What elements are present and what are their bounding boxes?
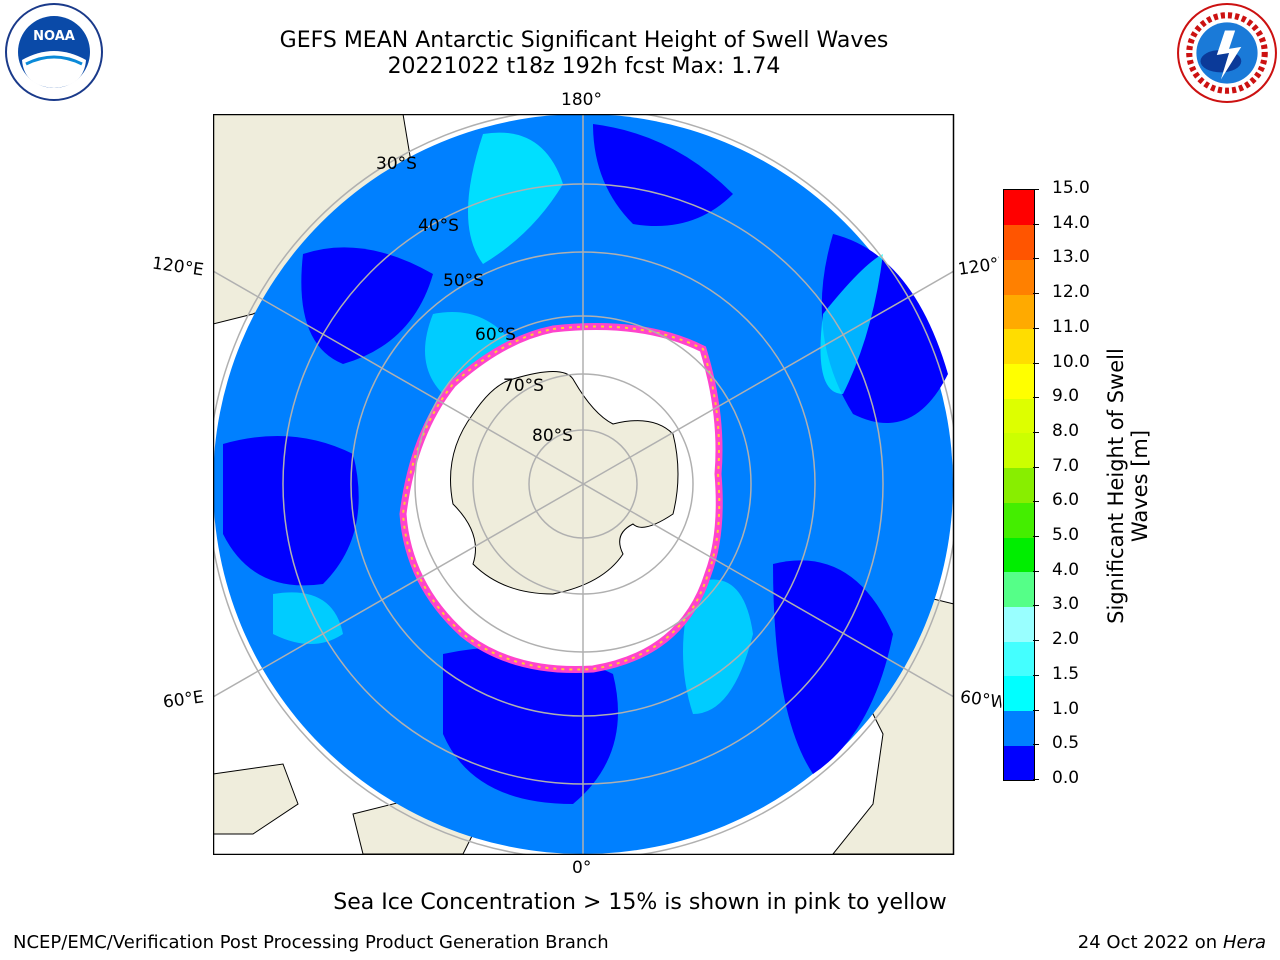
colorbar-tick-label: 0.5 xyxy=(1052,733,1080,754)
lon-label-180: 180° xyxy=(561,90,602,110)
colorbar-tick-label: 8.0 xyxy=(1052,420,1080,441)
footer-credit: NCEP/EMC/Verification Post Processing Pr… xyxy=(13,932,609,953)
colorbar-ticks: 15.0 14.0 13.0 12.0 11.0 10.0 9.0 8.0 7.0 6.0 5.0 4… xyxy=(1033,178,1096,788)
footer-date: 24 Oct 2022 on Hera xyxy=(1078,932,1266,953)
colorbar-band xyxy=(1004,710,1034,746)
chart-title-line1: GEFS MEAN Antarctic Significant Height o… xyxy=(279,28,889,53)
land-madagascar xyxy=(213,763,299,835)
lon-label-60w: 60°W xyxy=(958,687,1004,713)
low-swell-area-6 xyxy=(593,124,733,226)
colorbar-tick-label: 2.0 xyxy=(1052,629,1080,650)
colorbar-tick-label: 5.0 xyxy=(1052,525,1080,546)
colorbar-band xyxy=(1004,224,1034,260)
colorbar-tick-label: 0.0 xyxy=(1052,768,1080,788)
swell-patch-4 xyxy=(683,579,753,714)
colorbar-tick-label: 14.0 xyxy=(1052,212,1090,233)
polar-map: 30°S 40°S 50°S 60°S 70°S 80°S xyxy=(213,114,955,855)
colorbar-tick-label: 13.0 xyxy=(1052,247,1090,268)
colorbar-tick-mark xyxy=(1033,293,1039,295)
colorbar-band xyxy=(1004,328,1034,365)
colorbar-label-line2: Waves [m] xyxy=(1128,429,1152,543)
colorbar-label-line1: Significant Height of Swell xyxy=(1104,348,1128,624)
colorbar-tick-mark xyxy=(1033,744,1039,746)
colorbar-tick-label: 9.0 xyxy=(1052,386,1080,407)
noaa-logo: NOAA xyxy=(5,3,103,101)
colorbar-band xyxy=(1004,502,1034,538)
colorbar-tick-mark xyxy=(1033,605,1039,607)
colorbar-tick-label: 11.0 xyxy=(1052,316,1090,337)
colorbar-tick-label: 6.0 xyxy=(1052,490,1080,511)
lat-label-40s: 40°S xyxy=(418,216,459,236)
nws-logo xyxy=(1177,3,1277,103)
colorbar-tick-mark xyxy=(1033,536,1039,538)
colorbar-tick-mark xyxy=(1033,431,1039,433)
colorbar-tick-label: 1.5 xyxy=(1052,663,1080,684)
graticule xyxy=(213,114,954,854)
colorbar-band xyxy=(1004,641,1034,677)
colorbar-tick-mark xyxy=(1033,709,1039,711)
colorbar-tick-label: 15.0 xyxy=(1052,178,1090,198)
map-frame xyxy=(213,114,955,855)
colorbar-tick-label: 3.0 xyxy=(1052,594,1080,615)
colorbar-band xyxy=(1004,398,1034,434)
colorbar-tick-mark xyxy=(1033,570,1039,572)
colorbar-band xyxy=(1004,675,1034,712)
colorbar-tick-label: 4.0 xyxy=(1052,559,1080,580)
lon-label-60e: 60°E xyxy=(161,687,206,713)
low-swell-area-4 xyxy=(443,647,618,804)
lon-label-0: 0° xyxy=(572,858,592,878)
lon-label-120w: 120°W xyxy=(956,254,1002,280)
colorbar-tick-mark xyxy=(1033,189,1039,190)
swell-patch-2 xyxy=(425,312,513,394)
low-swell-area-2 xyxy=(223,436,359,586)
sea-ice-edge-yellow xyxy=(401,325,721,671)
colorbar-tick-mark xyxy=(1033,779,1039,780)
low-swell-area-3 xyxy=(773,560,893,774)
colorbar-band xyxy=(1004,190,1034,226)
colorbar-tick-label: 10.0 xyxy=(1052,351,1090,372)
colorbar xyxy=(1003,189,1035,781)
colorbar-tick-mark xyxy=(1033,674,1039,676)
colorbar-tick-mark xyxy=(1033,362,1039,364)
swell-patch-1 xyxy=(468,132,563,264)
land-antarctica xyxy=(450,371,679,595)
lon-label-120e: 120°E xyxy=(150,253,205,281)
colorbar-band xyxy=(1004,537,1034,573)
footer-host: Hera xyxy=(1222,932,1266,953)
colorbar-tick-label: 1.0 xyxy=(1052,698,1080,719)
colorbar-tick-mark xyxy=(1033,223,1039,225)
colorbar-tick-mark xyxy=(1033,501,1039,503)
colorbar-tick-mark xyxy=(1033,327,1039,329)
chart-title-line2: 20221022 t18z 192h fcst Max: 1.74 xyxy=(387,54,781,79)
low-swell-area-1 xyxy=(301,247,433,364)
colorbar-band xyxy=(1004,432,1034,469)
colorbar-band xyxy=(1004,571,1034,607)
lat-label-30s: 30°S xyxy=(376,154,417,174)
colorbar-tick-mark xyxy=(1033,466,1039,468)
colorbar-band xyxy=(1004,467,1034,503)
colorbar-band xyxy=(1004,606,1034,642)
footer-date-text: 24 Oct 2022 on xyxy=(1077,932,1223,953)
colorbar-tick-mark xyxy=(1033,640,1039,642)
colorbar-band xyxy=(1004,745,1034,781)
colorbar-tick-mark xyxy=(1033,258,1039,260)
lat-label-50s: 50°S xyxy=(443,271,484,291)
colorbar-tick-mark xyxy=(1033,397,1039,399)
colorbar-band xyxy=(1004,259,1034,295)
swell-patch-3 xyxy=(820,254,883,394)
colorbar-tick-label: 12.0 xyxy=(1052,282,1090,303)
colorbar-tick-label: 7.0 xyxy=(1052,455,1080,476)
colorbar-band xyxy=(1004,363,1034,399)
swell-patch-5 xyxy=(273,592,343,644)
lat-label-60s: 60°S xyxy=(475,325,516,345)
lat-label-70s: 70°S xyxy=(503,376,544,396)
colorbar-bands xyxy=(1004,190,1034,781)
noaa-logo-text: NOAA xyxy=(33,29,75,44)
sea-ice-caption: Sea Ice Concentration > 15% is shown in … xyxy=(333,890,947,915)
colorbar-band xyxy=(1004,294,1034,330)
lat-label-80s: 80°S xyxy=(532,426,573,446)
